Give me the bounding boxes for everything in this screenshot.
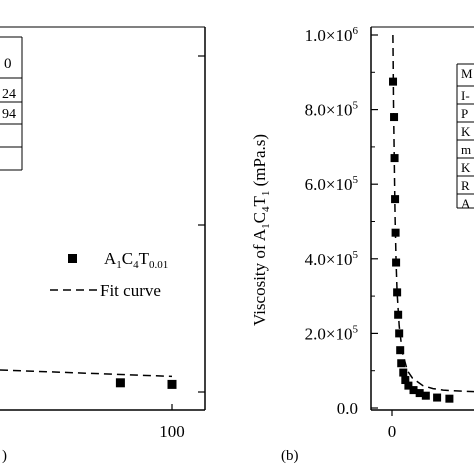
- data-point-b: [433, 393, 442, 402]
- panel-b-y-tick-label: 0.0: [337, 399, 358, 418]
- inset-b-cell: K: [461, 160, 471, 175]
- inset-b-cell: m: [461, 142, 471, 157]
- panel-b-plot: [389, 34, 474, 403]
- panel-a-x-label-fragment: ): [2, 448, 7, 464]
- inset-a-cell-3: 94: [2, 107, 16, 122]
- panel-b-y-tick-label: 1.0×106: [305, 25, 359, 45]
- data-point-b: [395, 329, 404, 338]
- data-point-a: [167, 379, 177, 389]
- panel-b-y-tick-label: 4.0×105: [305, 249, 359, 269]
- panel-b-x-tick-label: 0: [388, 422, 397, 441]
- data-point-b: [445, 394, 454, 403]
- panel-a-x-tick-label: 100: [159, 422, 185, 441]
- inset-b-cell: M: [461, 66, 473, 81]
- data-point-b: [399, 368, 408, 377]
- data-point-b: [401, 376, 410, 385]
- data-point-b: [391, 195, 400, 204]
- data-point-b: [389, 77, 398, 86]
- data-point-b: [396, 346, 405, 355]
- panel-a: 0 24 94 A1C4T0.01 Fit curve 100 ): [0, 26, 206, 464]
- panel-a-legend: A1C4T0.01 Fit curve: [50, 249, 168, 300]
- panel-b-y-label: Viscosity of A1C4T1 (mPa.s): [250, 134, 272, 326]
- data-point-b: [393, 288, 402, 297]
- data-point-b: [392, 258, 401, 267]
- panel-a-inset-table: 0 24 94: [0, 36, 23, 171]
- panel-b-y-tick-label: 6.0×105: [305, 174, 359, 194]
- data-point-b: [390, 154, 399, 163]
- panel-b-y-ticks: 1.0×106 8.0×105 6.0×105 4.0×105 2.0×105 0.0: [305, 25, 378, 418]
- data-point-b: [397, 359, 406, 368]
- fit-curve-a: [0, 369, 173, 378]
- data-point-b: [390, 113, 399, 122]
- panel-b-y-tick-label: 8.0×105: [305, 100, 359, 120]
- panel-b-y-tick-label: 2.0×105: [305, 323, 359, 343]
- inset-b-cell: A: [461, 196, 471, 211]
- panel-a-plot: [0, 369, 177, 389]
- legend-fit-label: Fit curve: [100, 281, 161, 300]
- inset-b-cell: R: [461, 178, 470, 193]
- inset-a-cell-1: 0: [4, 56, 12, 72]
- inset-b-cell: K: [461, 124, 471, 139]
- panel-b: 1.0×106 8.0×105 6.0×105 4.0×105 2.0×105 0.0 V…: [250, 25, 474, 464]
- data-point-b: [421, 391, 430, 400]
- panel-b-label: (b): [281, 448, 299, 464]
- inset-b-cell: I-: [461, 88, 470, 103]
- data-point-a: [115, 378, 125, 388]
- legend-series-marker: [68, 254, 77, 263]
- data-point-b: [409, 386, 418, 395]
- inset-b-cell: P: [461, 106, 468, 121]
- inset-a-cell-2: 24: [2, 87, 16, 102]
- data-point-b: [404, 381, 413, 390]
- data-point-b: [415, 389, 424, 398]
- data-point-b: [391, 228, 400, 237]
- data-point-b: [394, 310, 403, 319]
- fit-curve-b: [392, 34, 474, 393]
- legend-series-label: A1C4T0.01: [104, 249, 168, 271]
